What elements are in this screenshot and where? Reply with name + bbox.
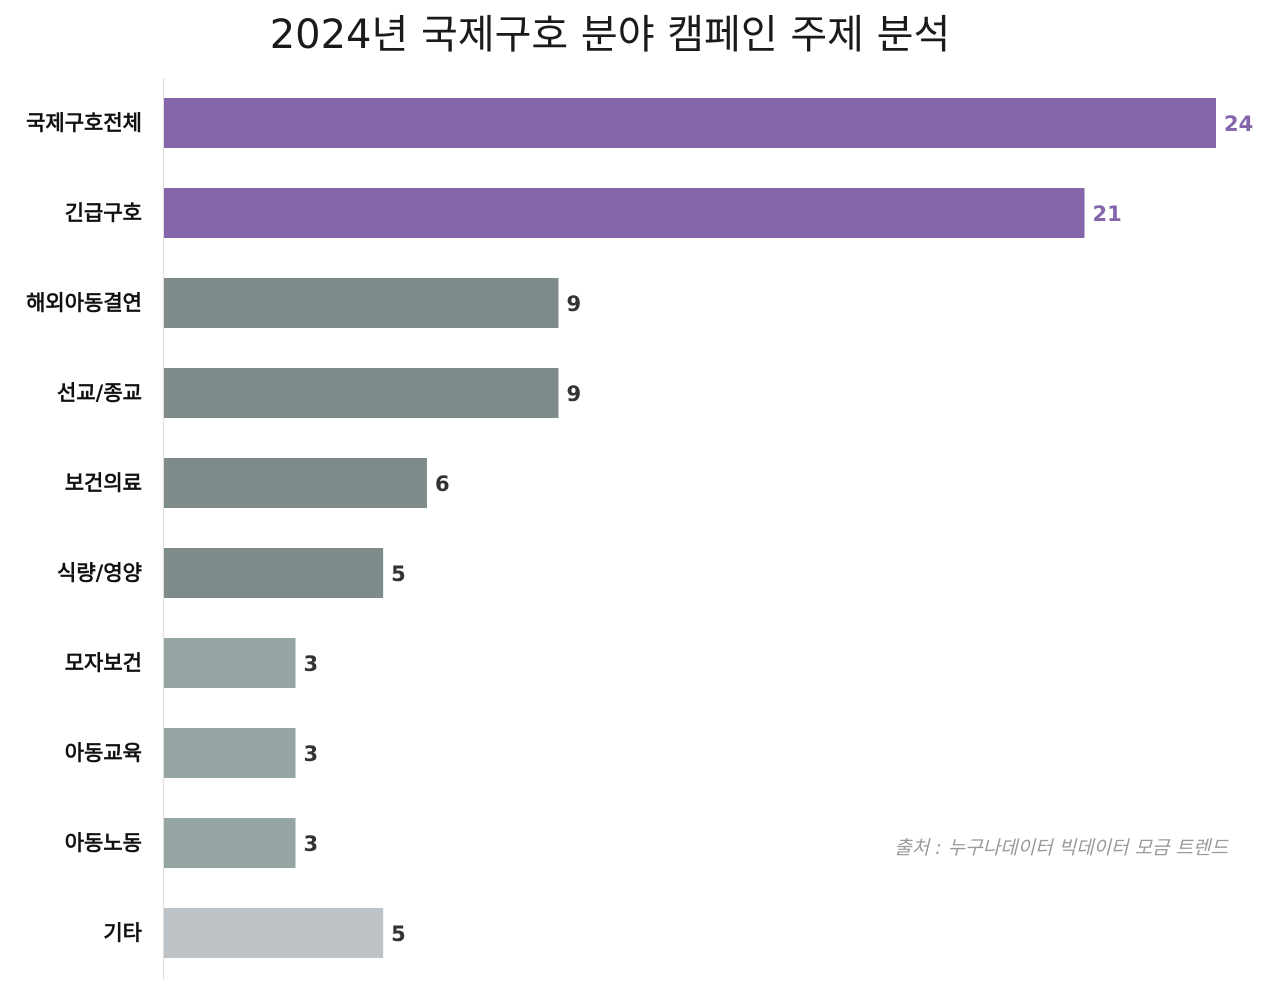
bar xyxy=(164,908,384,958)
data-label: 9 xyxy=(567,382,582,406)
data-label: 21 xyxy=(1093,202,1122,226)
bar xyxy=(164,368,559,418)
bar xyxy=(164,188,1085,238)
data-label: 24 xyxy=(1224,112,1253,136)
bar xyxy=(164,98,1216,148)
category-label: 긴급구호 xyxy=(65,201,142,225)
category-label: 아동노동 xyxy=(65,831,142,855)
data-label: 3 xyxy=(304,742,319,766)
data-label: 9 xyxy=(567,292,582,316)
data-label: 3 xyxy=(304,832,319,856)
source-note: 출처 : 누구나데이터 빅데이터 모금 트렌드 xyxy=(894,837,1229,859)
bar xyxy=(164,638,296,688)
category-label: 국제구호전체 xyxy=(26,111,142,135)
bar xyxy=(164,728,296,778)
category-label: 기타 xyxy=(103,921,142,945)
bar xyxy=(164,548,384,598)
bar xyxy=(164,458,427,508)
data-label: 5 xyxy=(391,922,406,946)
category-label: 보건의료 xyxy=(65,471,142,495)
category-label: 식량/영양 xyxy=(57,561,142,585)
category-label: 해외아동결연 xyxy=(26,291,142,315)
data-label: 5 xyxy=(391,562,406,586)
chart-title: 2024년 국제구호 분야 캠페인 주제 분석 xyxy=(270,12,951,58)
data-label: 3 xyxy=(304,652,319,676)
category-label: 선교/종교 xyxy=(57,381,142,405)
data-label: 6 xyxy=(435,472,450,496)
bar xyxy=(164,278,559,328)
category-label: 아동교육 xyxy=(65,741,142,765)
category-label: 모자보건 xyxy=(65,651,142,675)
bar xyxy=(164,818,296,868)
